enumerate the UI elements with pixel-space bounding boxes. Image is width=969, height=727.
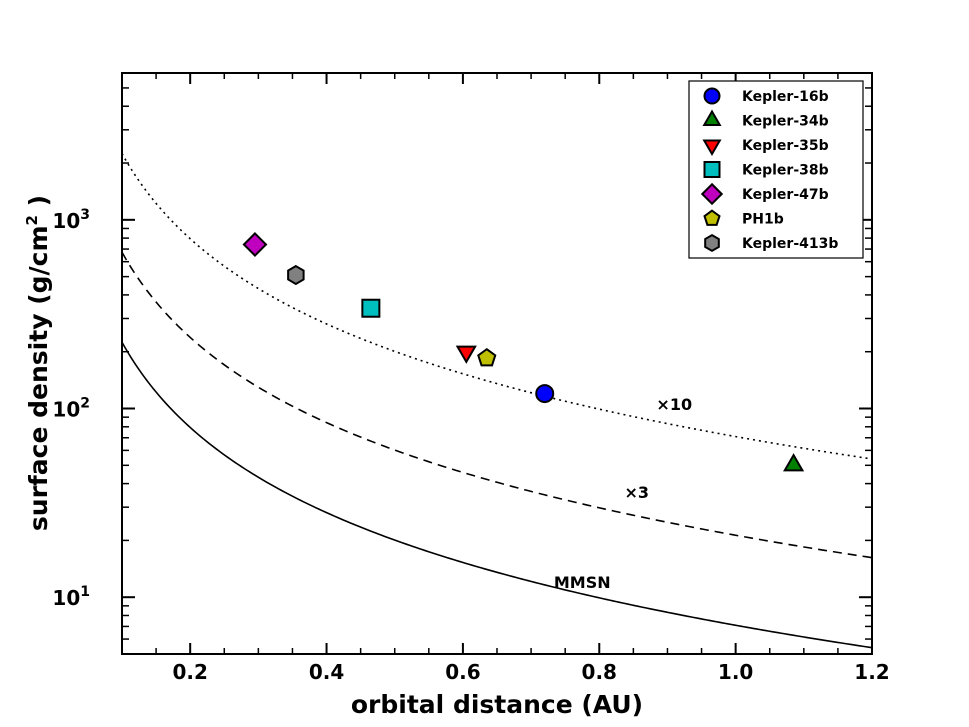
point-kepler-38b [361,298,381,318]
legend-item-kepler-16b: Kepler-16b [703,87,829,105]
legend-label-kepler-34b: Kepler-34b [742,114,829,130]
legend-label-kepler-38b: Kepler-38b [742,163,829,179]
curve-mmsn [122,341,872,649]
curve-label-x3: ×3 [624,483,649,502]
point-kepler-413b [287,264,305,286]
plot-frame [121,72,873,655]
x-axis-title: orbital distance (AU) [351,690,643,719]
curve-x3 [122,251,872,559]
point-kepler-35b [455,345,477,364]
y-axis-title-end: ) [24,195,53,215]
legend-marker-kepler-413b [704,233,720,253]
x-tick-label: 0.2 [172,660,207,684]
x-tick-label: 0.8 [582,660,617,684]
legend-marker-kepler-34b [702,109,722,126]
x-tick-label: 0.4 [309,660,344,684]
y-tick-label: 102 [52,396,90,422]
y-axis-title: surface density (g/cm2 ) [23,195,53,531]
y-axis-title-main: surface density (g/cm [24,225,53,531]
y-tick-label: 103 [52,207,90,233]
legend-marker-kepler-38b [703,161,721,178]
legend-label-kepler-35b: Kepler-35b [742,138,829,154]
x-tick-label: 1.0 [718,660,753,684]
point-kepler-47b [242,232,268,257]
legend: Kepler-16b Kepler-34b Kepler-35b Kepler-38b… [688,80,864,259]
legend-marker-ph1b [703,209,721,226]
legend-marker-kepler-35b [702,139,722,157]
point-kepler-34b [783,453,805,472]
curve-label-mmsn: MMSN [554,573,611,592]
y-tick-label: 101 [52,584,90,610]
curve-label-x10: ×10 [656,395,692,414]
x-tick-label: 0.6 [445,660,480,684]
x-tick-label: 1.2 [854,660,889,684]
legend-item-ph1b: PH1b [703,209,784,228]
legend-item-kepler-38b: Kepler-38b [703,161,829,179]
legend-label-kepler-47b: Kepler-47b [742,187,829,203]
markers-layer [242,232,805,472]
legend-marker-kepler-16b [703,87,721,105]
curves-layer [122,153,872,649]
point-ph1b [477,347,497,367]
legend-items: Kepler-16b Kepler-34b Kepler-35b Kepler-38b… [700,87,838,253]
legend-label-kepler-413b: Kepler-413b [742,236,838,252]
legend-item-kepler-47b: Kepler-47b [700,182,829,206]
curve-x10 [122,153,872,460]
legend-label-ph1b: PH1b [742,212,784,228]
y-axis-title-sup: 2 [23,215,41,225]
legend-marker-kepler-47b [700,182,724,206]
legend-item-kepler-413b: Kepler-413b [704,233,838,253]
legend-item-kepler-35b: Kepler-35b [702,138,829,157]
legend-item-kepler-34b: Kepler-34b [702,109,829,130]
legend-label-kepler-16b: Kepler-16b [742,89,829,105]
labels-layer: MMSN ×3 ×10 0.2 0.4 0.6 0.8 1.0 1.2 101 102 103 [52,207,889,684]
point-kepler-16b [535,384,555,404]
